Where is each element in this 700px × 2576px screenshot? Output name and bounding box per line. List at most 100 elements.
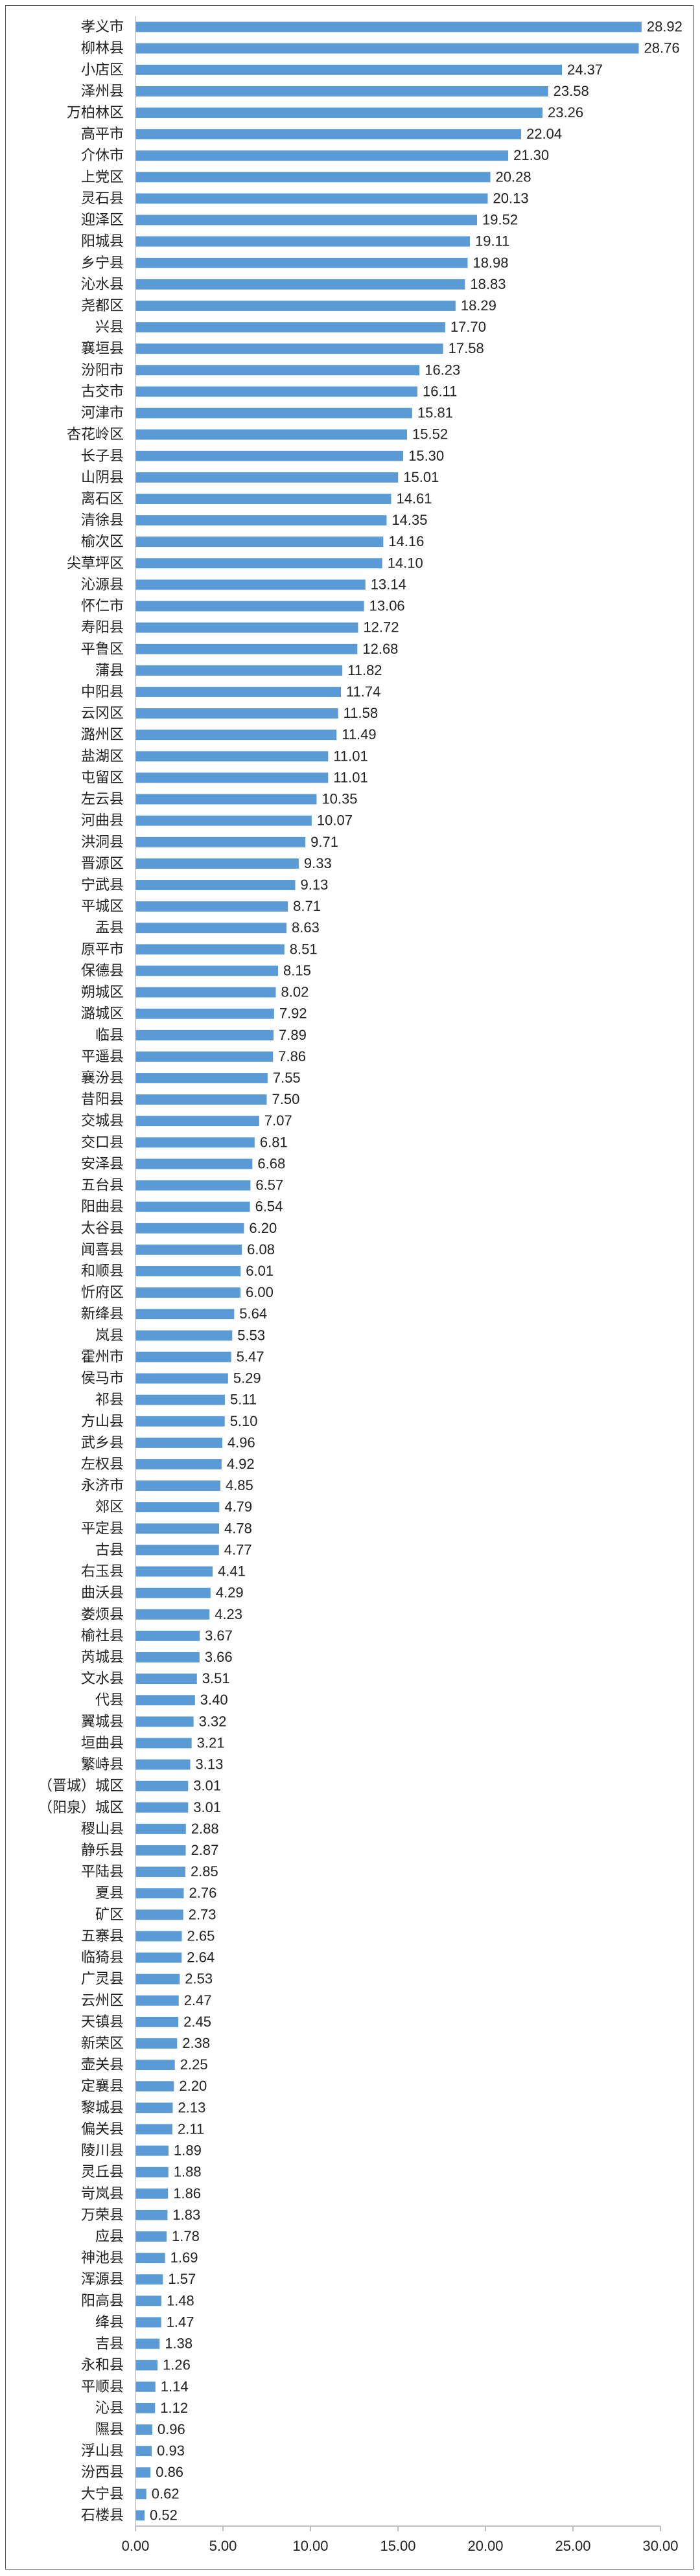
category-label: 阳曲县 xyxy=(81,1199,124,1215)
category-label: 汾西县 xyxy=(81,2465,124,2481)
value-label: 9.71 xyxy=(310,834,338,850)
bar xyxy=(135,2510,145,2521)
value-label: 10.35 xyxy=(321,791,357,807)
bar xyxy=(135,86,548,97)
bar xyxy=(135,129,522,140)
category-label: 清徐县 xyxy=(81,512,124,529)
value-label: 2.64 xyxy=(187,1949,215,1966)
bar xyxy=(135,472,399,483)
bar xyxy=(135,1244,242,1255)
category-label: 郊区 xyxy=(95,1499,124,1515)
value-label: 5.53 xyxy=(237,1327,265,1343)
bar xyxy=(135,1780,189,1791)
category-label: 左云县 xyxy=(81,792,124,808)
value-label: 5.47 xyxy=(237,1348,264,1364)
value-label: 17.70 xyxy=(450,319,486,335)
value-label: 3.13 xyxy=(196,1756,224,1773)
value-label: 5.11 xyxy=(230,1392,257,1408)
bar xyxy=(135,236,470,247)
category-label: 天镇县 xyxy=(81,2014,124,2030)
value-label: 1.14 xyxy=(161,2378,189,2395)
value-label: 20.13 xyxy=(493,190,529,206)
bar xyxy=(135,2360,158,2371)
category-label: 杏花岭区 xyxy=(67,427,124,443)
bar xyxy=(135,1630,200,1641)
category-label: 矿区 xyxy=(95,1907,124,1923)
category-label: 广灵县 xyxy=(81,1972,124,1988)
value-label: 5.29 xyxy=(233,1370,261,1386)
value-label: 4.85 xyxy=(226,1477,253,1493)
bars-layer: 孝义市 28.92 柳林县 28.76 小店区 24.37 泽州县 23.58 万柏林区 23.2… xyxy=(38,19,682,2524)
value-label: 2.38 xyxy=(182,2035,210,2051)
category-label: 盐湖区 xyxy=(81,748,124,765)
bar xyxy=(135,665,343,676)
bar xyxy=(135,2081,174,2092)
bar xyxy=(135,944,285,955)
value-label: 17.58 xyxy=(449,340,484,356)
value-label: 3.66 xyxy=(205,1649,233,1665)
bar xyxy=(135,622,358,633)
value-label: 4.41 xyxy=(218,1563,246,1580)
value-label: 13.14 xyxy=(371,576,406,592)
category-label: 壶关县 xyxy=(81,2057,124,2073)
bar xyxy=(135,2381,156,2392)
category-label: 静乐县 xyxy=(81,1843,124,1859)
category-label: 平鲁区 xyxy=(81,641,124,658)
category-label: 万柏林区 xyxy=(67,105,124,121)
category-label: 新绛县 xyxy=(81,1306,124,1322)
bar xyxy=(135,2253,165,2264)
value-label: 15.01 xyxy=(403,469,439,485)
value-label: 11.74 xyxy=(346,684,380,700)
value-label: 22.04 xyxy=(526,126,562,142)
bar xyxy=(135,214,478,225)
bar xyxy=(135,1845,186,1856)
value-label: 15.81 xyxy=(417,405,453,421)
category-label: 古县 xyxy=(95,1542,124,1558)
x-tick-label: 10.00 xyxy=(292,2538,328,2554)
category-label: 娄烦县 xyxy=(81,1607,124,1623)
value-label: 19.11 xyxy=(475,233,509,249)
category-label: 平遥县 xyxy=(81,1049,124,1065)
bar xyxy=(135,772,329,783)
category-label: 洪洞县 xyxy=(81,834,124,851)
bar xyxy=(135,1287,240,1298)
value-label: 9.33 xyxy=(304,855,332,871)
category-label: 兴县 xyxy=(95,319,124,336)
bar xyxy=(135,987,276,998)
bar xyxy=(135,64,562,75)
value-label: 8.15 xyxy=(283,962,311,978)
value-label: 3.40 xyxy=(200,1692,228,1708)
bar xyxy=(135,1330,233,1341)
value-label: 5.10 xyxy=(230,1413,258,1429)
category-label: 代县 xyxy=(95,1692,124,1708)
value-label: 1.12 xyxy=(160,2400,188,2416)
bar xyxy=(135,1909,183,1920)
value-label: 15.52 xyxy=(412,426,448,443)
category-label: 沁县 xyxy=(95,2400,124,2417)
value-label: 6.00 xyxy=(246,1284,274,1300)
category-label: 临猗县 xyxy=(81,1950,124,1966)
category-label: 右玉县 xyxy=(81,1564,124,1580)
value-label: 13.06 xyxy=(369,598,405,614)
bar xyxy=(135,408,412,419)
category-label: 寿阳县 xyxy=(81,620,124,636)
bar xyxy=(135,2102,173,2113)
bar xyxy=(135,1888,184,1899)
category-label: 祁县 xyxy=(95,1392,124,1409)
bar xyxy=(135,150,509,161)
bar xyxy=(135,1051,274,1062)
bar xyxy=(135,815,312,826)
value-label: 24.37 xyxy=(567,62,603,78)
category-label: 云州区 xyxy=(81,1993,124,2009)
bar xyxy=(135,1823,186,1834)
category-label: 平城区 xyxy=(81,899,124,915)
x-tick-label: 30.00 xyxy=(642,2538,678,2554)
value-label: 4.23 xyxy=(215,1606,242,1622)
category-label: 万荣县 xyxy=(81,2207,124,2224)
value-label: 3.51 xyxy=(202,1670,230,1686)
category-label: 垣曲县 xyxy=(81,1735,124,1751)
bar xyxy=(135,43,639,54)
category-label: 潞州区 xyxy=(81,727,124,743)
value-label: 7.07 xyxy=(264,1112,292,1129)
value-label: 4.29 xyxy=(216,1585,244,1601)
